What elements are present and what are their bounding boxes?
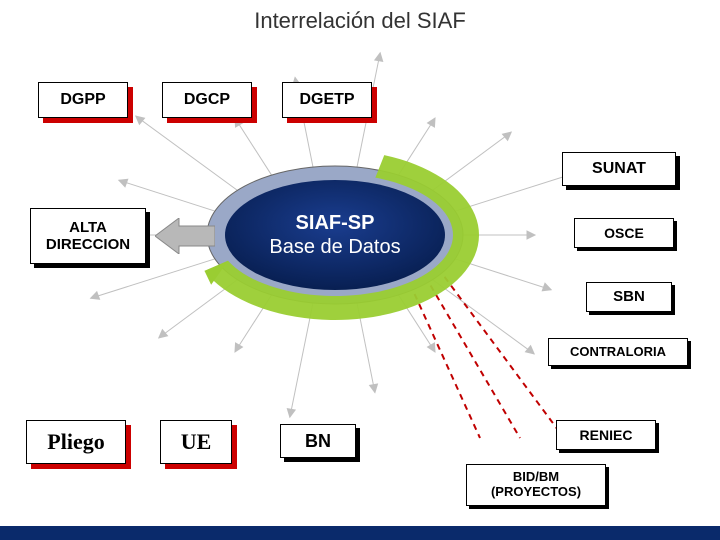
- box-sunat: SUNAT: [562, 152, 676, 186]
- box-reniec: RENIEC: [556, 420, 656, 450]
- box-sbn: SBN: [586, 282, 672, 312]
- box-dgcp: DGCP: [162, 82, 252, 118]
- box-alta: ALTA DIRECCION: [30, 208, 146, 264]
- box-dgetp: DGETP: [282, 82, 372, 118]
- left-arrow-icon: [155, 218, 215, 254]
- box-dgpp: DGPP: [38, 82, 128, 118]
- box-bidbm: BID/BM (PROYECTOS): [466, 464, 606, 506]
- footer-stripe: [0, 526, 720, 540]
- center-database: SIAF-SP Base de Datos: [225, 180, 445, 290]
- page-title: Interrelación del SIAF: [0, 8, 720, 34]
- box-ue: UE: [160, 420, 232, 464]
- db-subtitle: Base de Datos: [269, 235, 400, 259]
- box-bn: BN: [280, 424, 356, 458]
- box-contraloria: CONTRALORIA: [548, 338, 688, 366]
- db-title: SIAF-SP: [296, 211, 375, 235]
- box-osce: OSCE: [574, 218, 674, 248]
- box-pliego: Pliego: [26, 420, 126, 464]
